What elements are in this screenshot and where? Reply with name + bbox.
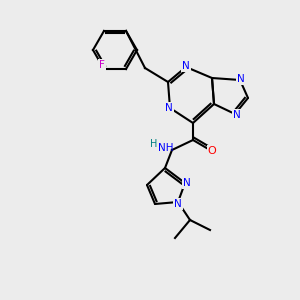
Text: N: N: [182, 61, 190, 71]
Text: NH: NH: [158, 143, 174, 153]
Text: N: N: [165, 103, 173, 113]
Text: N: N: [183, 178, 191, 188]
Text: O: O: [208, 146, 216, 156]
Text: N: N: [237, 74, 245, 84]
Text: N: N: [174, 199, 182, 209]
Text: N: N: [233, 110, 241, 120]
Text: F: F: [99, 60, 105, 70]
Text: H: H: [150, 139, 158, 149]
